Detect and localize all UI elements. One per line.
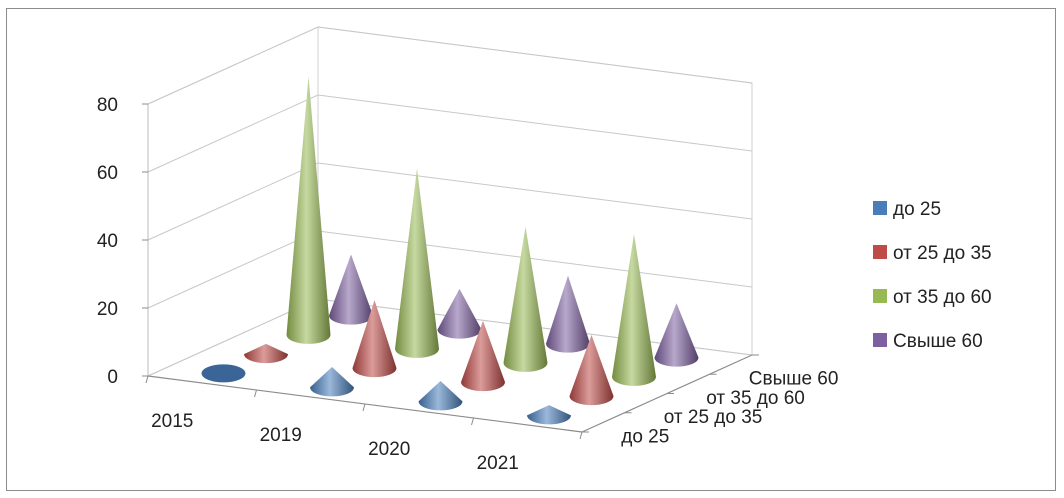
x-tick-label: 2021 — [477, 453, 519, 474]
cone-body — [310, 366, 354, 397]
x-tick-mark — [579, 431, 583, 440]
depth-tick-label: Свыше 60 — [749, 369, 839, 390]
y-tick-label: 20 — [97, 299, 118, 320]
legend-swatch — [873, 289, 887, 303]
y-axis-ticks: 0 20 40 60 80 — [97, 95, 148, 388]
x-tick-mark — [471, 417, 474, 426]
cone-base — [201, 364, 246, 383]
cone-от 35 до 60-2015 — [286, 76, 331, 344]
depth-tick-label: от 25 до 35 — [664, 407, 763, 428]
cone-body — [461, 320, 505, 392]
cone-marks — [201, 76, 699, 425]
x-tick-label: 2020 — [368, 439, 410, 460]
axes — [147, 104, 753, 433]
x-axis-ticks: 2015 2019 2020 2021 — [145, 375, 583, 474]
cone-Свыше 60-2019 — [437, 288, 482, 339]
cone-Свыше 60-2015 — [329, 254, 373, 325]
legend-swatch — [873, 201, 887, 215]
y-tick-label: 60 — [97, 163, 118, 184]
legend-swatch — [873, 333, 887, 347]
gridline — [147, 26, 753, 105]
depth-tick-label: до 25 — [621, 426, 669, 447]
legend-label: от 35 до 60 — [893, 287, 992, 308]
legend-swatch — [873, 245, 887, 259]
legend-label: Свыше 60 — [893, 331, 983, 352]
cone-до 25-2020 — [418, 380, 463, 411]
y-tick-label: 40 — [97, 231, 118, 252]
y-tick-label: 80 — [97, 95, 118, 116]
x-tick-mark — [254, 389, 257, 398]
cone-body — [329, 254, 373, 325]
cone-Свыше 60-2020 — [546, 275, 590, 353]
x-tick-label: 2019 — [260, 425, 302, 446]
cone-body — [437, 288, 482, 339]
cone-body — [244, 343, 289, 364]
cone-Свыше 60-2021 — [654, 303, 699, 367]
cone-до 25-2021 — [527, 405, 571, 425]
cone-body — [546, 275, 590, 353]
legend-label: до 25 — [893, 199, 941, 220]
x-tick-mark — [145, 375, 149, 384]
depth-tick-label: от 35 до 60 — [706, 388, 805, 409]
cone-body — [569, 334, 614, 406]
cone-от 35 до 60-2020 — [503, 226, 548, 372]
cone-до 25-2019 — [310, 366, 354, 397]
x-tick-label: 2015 — [151, 411, 193, 432]
cone-от 25 до 35-2019 — [352, 300, 397, 378]
cone-до 25-2015 — [201, 364, 246, 383]
y-tick-label: 0 — [107, 367, 118, 388]
legend-label: от 25 до 35 — [893, 243, 992, 264]
cone-от 25 до 35-2021 — [569, 334, 614, 406]
cone-body — [527, 405, 571, 425]
cone-body — [418, 380, 463, 411]
cone-body — [612, 234, 656, 386]
gridline — [147, 94, 753, 173]
gridline — [147, 230, 753, 309]
x-tick-mark — [362, 403, 366, 412]
cone-от 25 до 35-2015 — [244, 343, 289, 364]
cone-body — [654, 303, 699, 367]
cone-body — [395, 168, 439, 358]
cone-body — [503, 226, 548, 372]
cone-от 25 до 35-2020 — [461, 320, 505, 392]
cone-body — [352, 300, 397, 378]
legend: до 25 от 25 до 35 от 35 до 60 Свыше 60 — [873, 199, 992, 352]
cone-от 35 до 60-2021 — [612, 234, 656, 386]
cone-body — [286, 76, 331, 344]
gridline — [147, 162, 753, 241]
cone-от 35 до 60-2019 — [395, 168, 439, 358]
